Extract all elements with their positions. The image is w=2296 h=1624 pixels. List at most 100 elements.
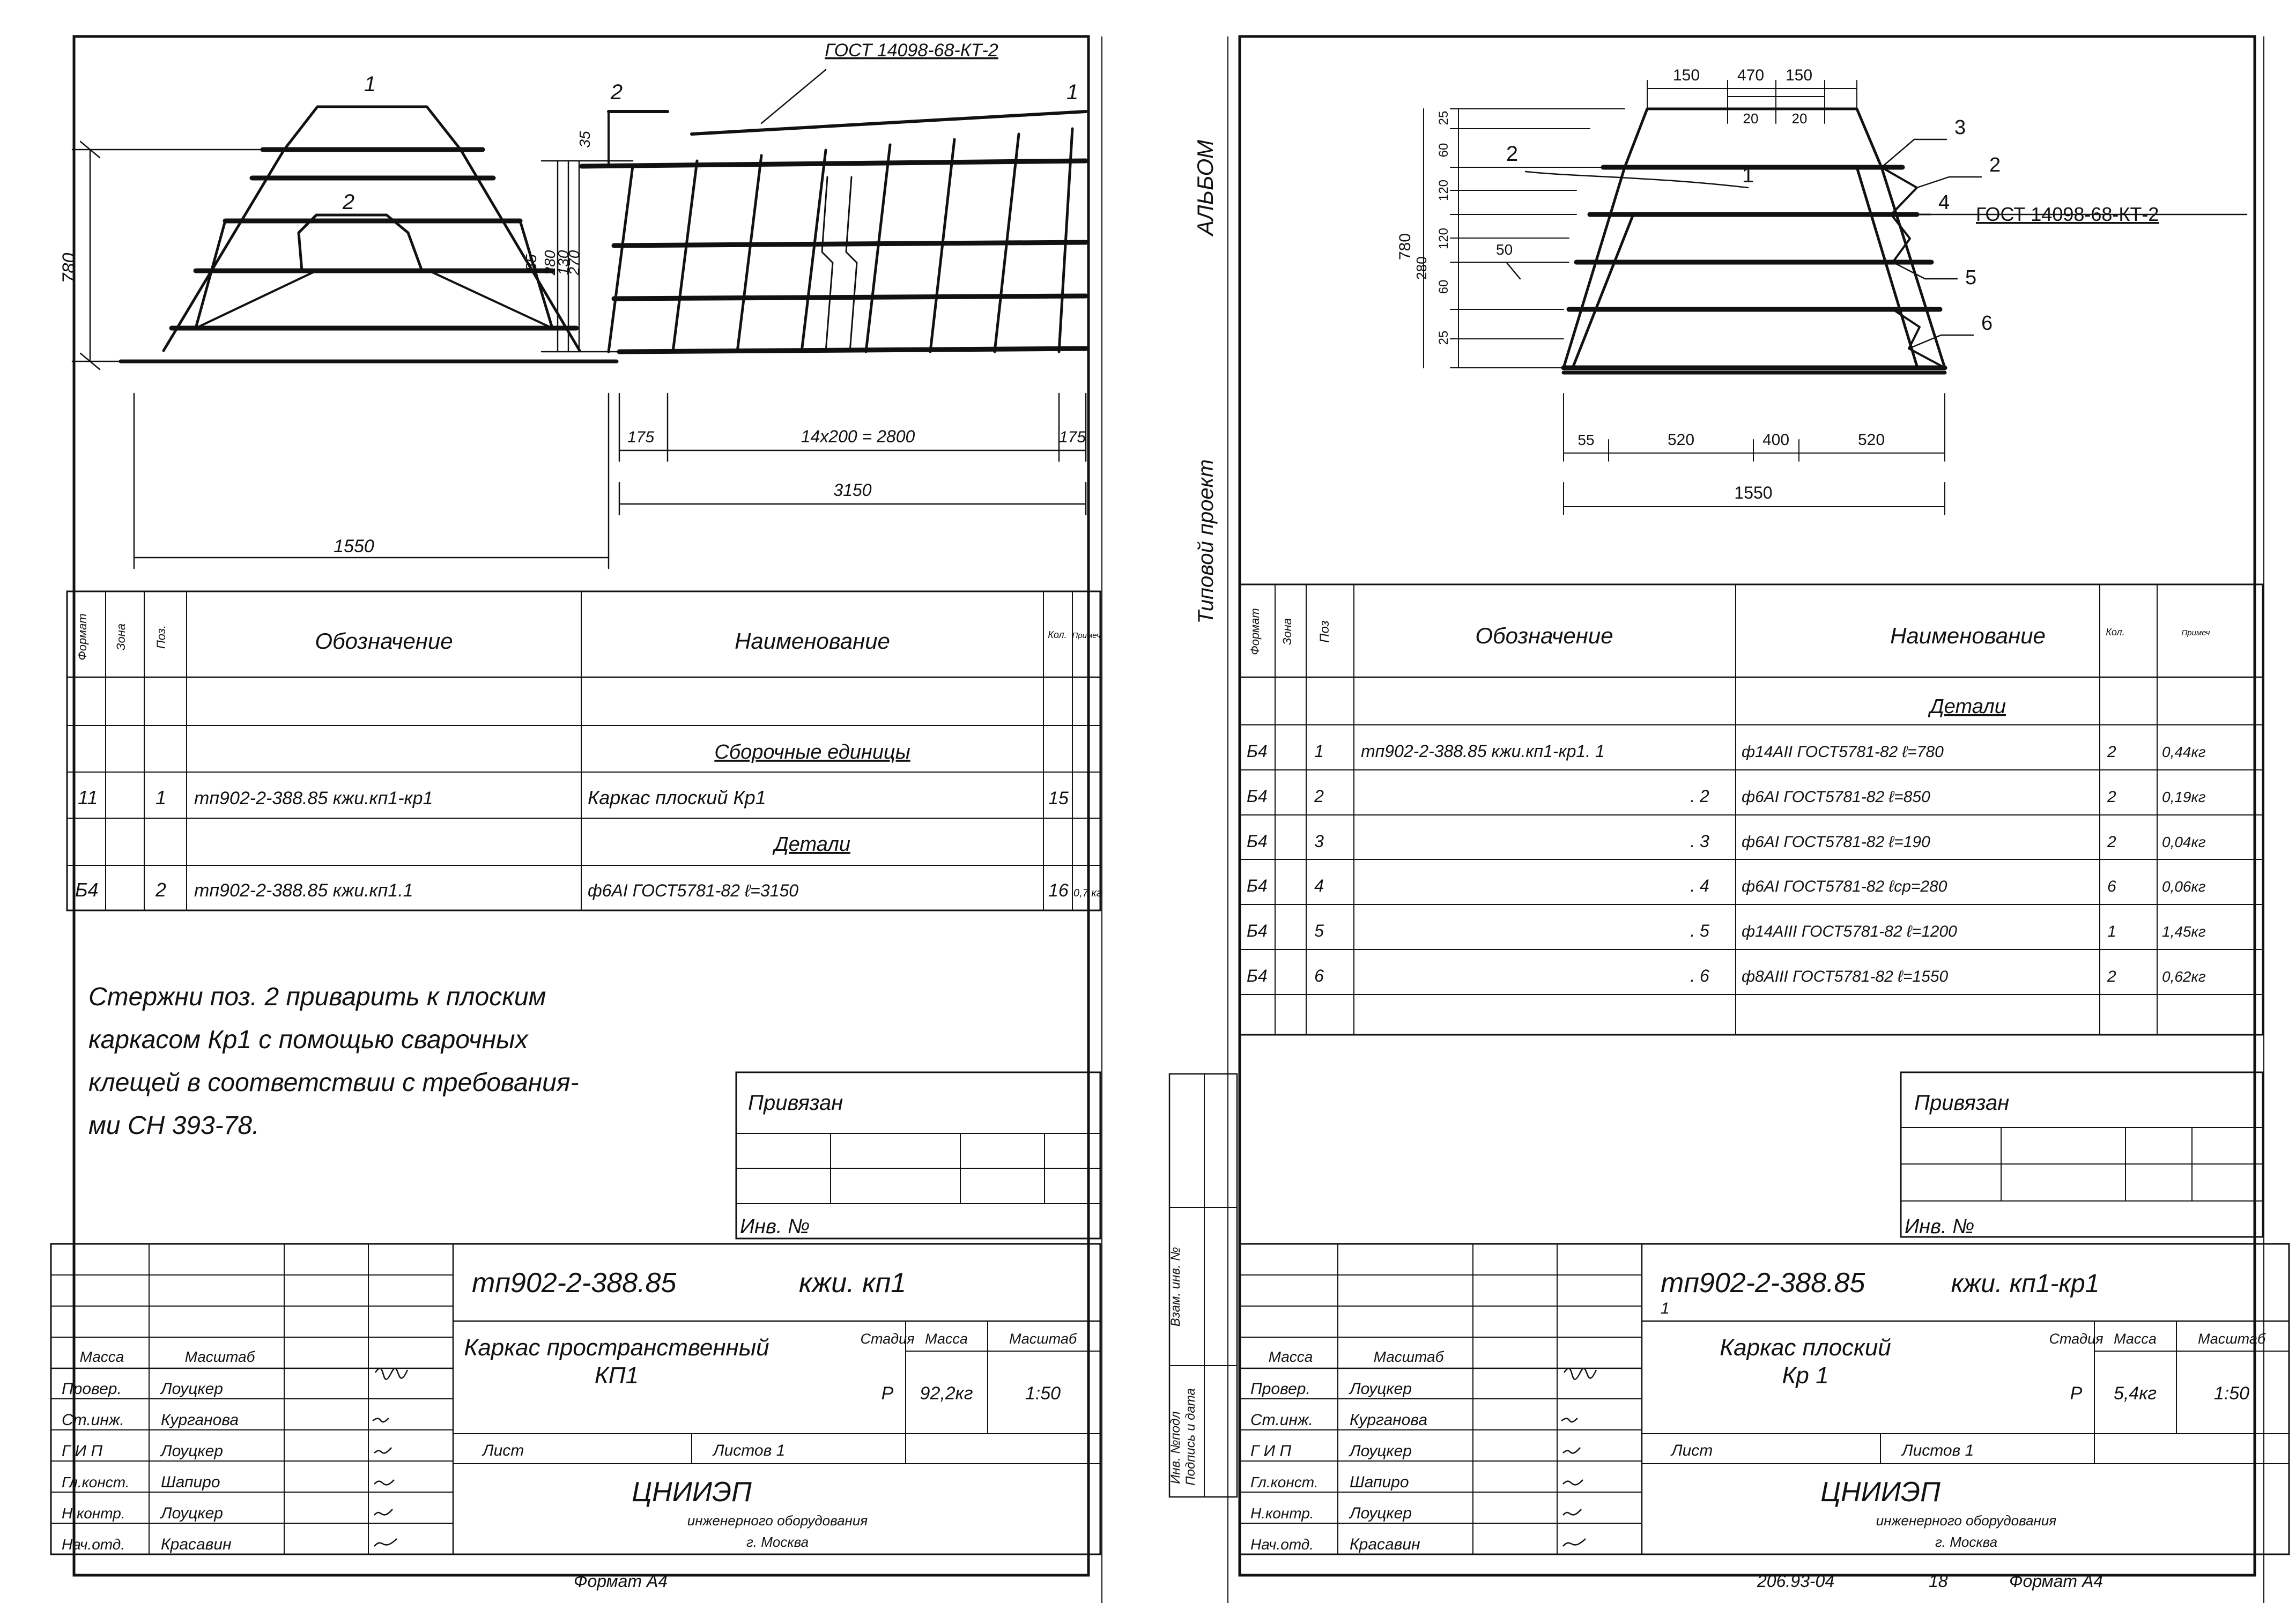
svg-text:3: 3	[1954, 116, 1966, 139]
svg-text:60: 60	[1436, 280, 1451, 294]
svg-text:0,7 кг: 0,7 кг	[1073, 887, 1102, 899]
svg-text:. 3: . 3	[1690, 832, 1709, 851]
svg-text:0,04кг: 0,04кг	[2162, 834, 2206, 850]
svg-text:Провер.: Провер.	[62, 1380, 122, 1398]
svg-text:ф6АI ГОСТ5781-82 ℓср=280: ф6АI ГОСТ5781-82 ℓср=280	[1742, 878, 1947, 895]
svg-text:КП1: КП1	[595, 1362, 639, 1389]
svg-text:150: 150	[1786, 66, 1812, 84]
svg-text:Лист: Лист	[1670, 1442, 1713, 1459]
svg-text:92,2кг: 92,2кг	[920, 1383, 973, 1404]
svg-text:Взам. инв. №: Взам. инв. №	[1168, 1247, 1183, 1326]
svg-text:Наименование: Наименование	[1890, 623, 2046, 648]
svg-text:Поз: Поз	[1317, 620, 1332, 643]
svg-text:Стадия: Стадия	[2049, 1331, 2103, 1347]
svg-text:Лоуцкер: Лоуцкер	[1349, 1442, 1412, 1460]
svg-text:50: 50	[1496, 241, 1513, 258]
svg-text:. 6: . 6	[1690, 966, 1709, 985]
svg-text:2: 2	[2107, 743, 2116, 761]
svg-text:3150: 3150	[833, 480, 871, 500]
svg-text:Обозначение: Обозначение	[1475, 623, 1613, 648]
svg-text:Шапиро: Шапиро	[161, 1473, 220, 1491]
svg-text:Привязан: Привязан	[748, 1091, 843, 1115]
svg-text:ГОСТ 14098-68-КТ-2: ГОСТ 14098-68-КТ-2	[825, 40, 998, 61]
svg-text:инженерного оборудования: инженерного оборудования	[687, 1512, 868, 1529]
svg-text:Ст.инж.: Ст.инж.	[62, 1411, 124, 1429]
svg-text:Гл.конст.: Гл.конст.	[62, 1474, 130, 1490]
svg-text:Лист: Лист	[482, 1442, 524, 1459]
svg-text:Детали: Детали	[772, 833, 850, 856]
svg-text:ЦНИИЭП: ЦНИИЭП	[1820, 1477, 1941, 1508]
svg-text:кжи. кп1: кжи. кп1	[799, 1267, 906, 1299]
svg-text:ф14АII ГОСТ5781-82 ℓ=780: ф14АII ГОСТ5781-82 ℓ=780	[1742, 743, 1944, 761]
svg-text:Кол.: Кол.	[2106, 627, 2124, 637]
svg-text:0,19кг: 0,19кг	[2162, 789, 2206, 805]
svg-text:Стержни поз. 2 приварить к: Стержни поз. 2 приварить к плоским	[88, 983, 546, 1011]
svg-text:Б4: Б4	[1247, 966, 1268, 985]
svg-text:Примеч: Примеч	[2181, 628, 2210, 637]
svg-text:25: 25	[1436, 331, 1451, 345]
svg-text:Р: Р	[882, 1383, 894, 1404]
svg-text:Сборочные единицы: Сборочные единицы	[714, 741, 910, 763]
svg-text:0,62кг: 0,62кг	[2162, 968, 2206, 985]
svg-text:Поз.: Поз.	[154, 625, 168, 649]
svg-text:1: 1	[2107, 923, 2116, 940]
svg-text:4: 4	[1938, 191, 1950, 214]
svg-text:ф14АIII ГОСТ5781-82 ℓ=1200: ф14АIII ГОСТ5781-82 ℓ=1200	[1742, 923, 1957, 940]
svg-text:Масштаб: Масштаб	[1009, 1331, 1077, 1347]
svg-text:6: 6	[2107, 878, 2116, 895]
svg-text:5,4кг: 5,4кг	[2114, 1383, 2157, 1404]
svg-text:20: 20	[1792, 110, 1808, 127]
svg-text:каркасом Кр1 с помощью сва: каркасом Кр1 с помощью сварочных	[88, 1026, 529, 1054]
svg-text:Б4: Б4	[1247, 876, 1268, 895]
svg-text:. 2: . 2	[1690, 787, 1709, 806]
svg-text:11: 11	[78, 787, 98, 809]
svg-text:175: 175	[627, 428, 654, 446]
svg-text:175: 175	[1059, 428, 1086, 446]
svg-text:Красавин: Красавин	[161, 1536, 232, 1553]
svg-text:Обозначение: Обозначение	[315, 628, 453, 654]
svg-text:5: 5	[1965, 266, 1976, 289]
svg-text:270: 270	[566, 250, 582, 276]
svg-text:Примеч: Примеч	[1072, 631, 1100, 640]
svg-text:Зона: Зона	[114, 624, 128, 650]
svg-text:Шапиро: Шапиро	[1350, 1473, 1409, 1491]
svg-text:кжи. кп1-кр1: кжи. кп1-кр1	[1951, 1270, 2100, 1298]
svg-text:15: 15	[1048, 788, 1069, 809]
svg-text:2: 2	[2107, 833, 2116, 851]
svg-text:400: 400	[1762, 431, 1789, 449]
svg-text:АЛЬБОМ: АЛЬБОМ	[1193, 140, 1218, 237]
svg-text:тп902-2-388.85 кжи.кп1.1: тп902-2-388.85 кжи.кп1.1	[194, 880, 413, 901]
svg-text:Б4: Б4	[1247, 921, 1268, 940]
svg-text:Б4: Б4	[1247, 741, 1268, 761]
svg-text:Лоуцкер: Лоуцкер	[160, 1504, 223, 1522]
svg-text:Курганова: Курганова	[161, 1411, 239, 1429]
svg-text:18: 18	[1929, 1571, 1948, 1591]
svg-text:1: 1	[1314, 741, 1324, 761]
svg-text:Б4: Б4	[1247, 832, 1268, 851]
svg-text:2: 2	[342, 190, 354, 214]
svg-text:Лоуцкер: Лоуцкер	[160, 1442, 223, 1460]
svg-text:20: 20	[1743, 110, 1759, 127]
svg-text:780: 780	[1396, 233, 1414, 260]
svg-text:Красавин: Красавин	[1350, 1536, 1420, 1553]
svg-text:Каркас плоский: Каркас плоский	[1720, 1334, 1891, 1361]
svg-text:Г И П: Г И П	[62, 1442, 102, 1460]
svg-text:Ст.инж.: Ст.инж.	[1250, 1411, 1313, 1429]
svg-text:520: 520	[1858, 431, 1885, 449]
svg-text:35: 35	[576, 131, 593, 148]
svg-text:Нач.отд.: Нач.отд.	[1250, 1536, 1314, 1553]
svg-text:тп902-2-388.85: тп902-2-388.85	[1661, 1267, 1865, 1299]
svg-text:1:50: 1:50	[2214, 1383, 2249, 1404]
svg-text:2: 2	[2107, 968, 2116, 985]
svg-text:14x200 = 2800: 14x200 = 2800	[801, 427, 915, 446]
svg-text:тп902-2-388.85 кжи.кп1-кр1: тп902-2-388.85 кжи.кп1-кр1	[194, 788, 433, 809]
svg-text:Н.контр.: Н.контр.	[62, 1505, 125, 1522]
svg-text:120: 120	[1436, 228, 1451, 249]
svg-text:тп902-2-388.85: тп902-2-388.85	[472, 1267, 677, 1299]
svg-text:Масса: Масса	[1269, 1348, 1313, 1365]
svg-text:Каркас пространственный: Каркас пространственный	[464, 1334, 769, 1361]
svg-text:2: 2	[155, 879, 166, 901]
svg-text:1,45кг: 1,45кг	[2162, 923, 2206, 940]
svg-text:1: 1	[1066, 80, 1078, 104]
svg-text:1550: 1550	[1734, 483, 1772, 502]
